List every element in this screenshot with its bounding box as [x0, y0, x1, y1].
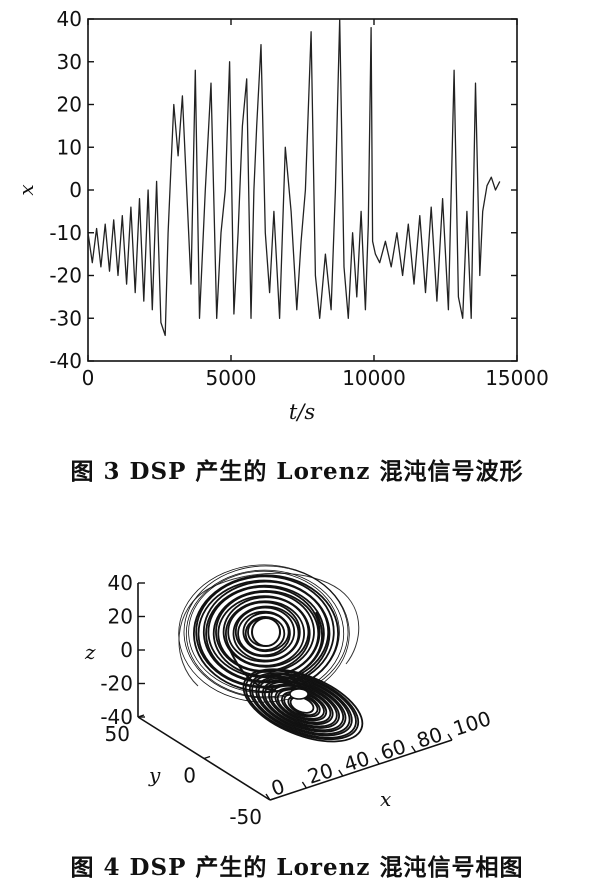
fig3-y-tick-label: 0: [69, 178, 82, 202]
fig3-series-line: [87, 18, 501, 337]
fig4-y-tick-mark: [203, 755, 211, 760]
fig4-upper-ring: [242, 611, 290, 653]
fig4-lower-ring: [261, 679, 345, 732]
fig4-y-tick-label: 0: [183, 764, 196, 788]
fig3-x-tick-label: 5000: [206, 366, 257, 390]
fig4-upper-hole: [251, 617, 282, 647]
fig4-z-tick-label: 0: [120, 638, 133, 662]
fig4-upper-ring: [244, 615, 286, 652]
fig3-y-axis-ticks: 40 30 20 10 0 -10 -20 -30 -40: [49, 7, 517, 373]
fig4-upper-ring: [202, 580, 330, 684]
fig4-lower-hole: [289, 688, 309, 700]
fig3-y-axis-label: x: [14, 184, 38, 195]
fig4-x-tick-mark: [338, 769, 344, 777]
fig4-y-axis-label: y: [148, 763, 161, 787]
fig4-lower-ring: [257, 677, 347, 733]
fig3-caption: 图 3 DSP 产生的 Lorenz 混沌信号波形: [70, 458, 524, 485]
fig4-z-tick-label: -40: [100, 705, 133, 729]
fig4-y-tick-mark: [137, 714, 145, 718]
fig3-y-tick-label: 40: [57, 7, 82, 31]
fig4-z-axis-ticks: 40 20 0 -20 -40: [100, 571, 145, 729]
fig4-lower-wing: [242, 668, 364, 743]
fig4-lower-ring: [251, 673, 353, 737]
fig4-x-tick-label: 20: [305, 758, 337, 789]
fig4-upper-ring: [188, 570, 340, 694]
fig4-z-axis-label: z: [84, 640, 96, 664]
fig4-upper-ring: [234, 606, 296, 658]
fig4-z-tick-label: 40: [108, 571, 133, 595]
fig4-x-tick-label: 40: [341, 746, 373, 777]
fig4-y-axis-ticks: 50 0 -50: [105, 714, 277, 829]
fig3-y-tick-label: 10: [57, 135, 82, 159]
fig4-lower-ring: [255, 675, 351, 735]
fig4-lower-ring: [244, 669, 360, 741]
fig4-upper-ring: [227, 601, 301, 663]
fig4-y-tick-label: 50: [105, 722, 130, 746]
fig4-x-axis-label: x: [380, 787, 391, 811]
fig4-x-axis-line: [269, 739, 453, 801]
fig3-y-tick-label: -40: [49, 349, 82, 373]
fig4-x-tick-mark: [301, 781, 307, 789]
fig4-y-tick-label: -50: [229, 805, 262, 829]
fig4-lower-ring: [268, 683, 338, 728]
fig3-x-axis-label: t/s: [289, 400, 316, 424]
fig4-x-tick-mark: [411, 745, 417, 753]
fig3-y-tick-label: 30: [57, 50, 82, 74]
fig4-x-tick-label: 0: [268, 774, 288, 801]
fig4-lower-ring: [264, 681, 340, 729]
fig3-x-tick-label: 10000: [342, 366, 406, 390]
fig3-waveform-chart: 0 5000 10000 15000 40 30 20 10 0 -10 -20 -30 -40 t/…: [14, 7, 549, 424]
fig4-upper-ring: [232, 605, 300, 662]
fig4-lower-ring: [274, 687, 332, 724]
fig3-y-tick-label: -20: [49, 264, 82, 288]
fig4-x-tick-label: 100: [450, 706, 494, 741]
fig3-x-axis-ticks: 0 5000 10000 15000: [82, 19, 549, 390]
fig3-x-tick-label: 0: [82, 366, 95, 390]
fig4-x-tick-mark: [447, 733, 453, 741]
fig4-connector-strands: [229, 611, 324, 691]
fig4-upper-ring: [197, 579, 331, 688]
fig4-upper-ring: [237, 610, 291, 657]
fig3-y-tick-label: 20: [57, 93, 82, 117]
fig4-x-tick-label: 60: [377, 734, 409, 765]
fig3-y-tick-label: -30: [49, 306, 82, 330]
fig3-y-tick-label: -10: [49, 221, 82, 245]
fig4-y-tick-mark: [269, 797, 277, 801]
fig4-upper-wing: [178, 564, 350, 703]
fig3-x-tick-label: 15000: [485, 366, 549, 390]
fig4-z-tick-label: -20: [100, 672, 133, 696]
fig4-upper-ring: [225, 600, 305, 667]
fig4-upper-ring: [222, 596, 310, 668]
fig4-z-tick-label: 20: [108, 605, 133, 629]
fig4-upper-ring: [178, 564, 350, 703]
fig4-lower-ring: [242, 668, 364, 743]
fig4-x-tick-mark: [265, 793, 271, 801]
fig4-caption: 图 4 DSP 产生的 Lorenz 混沌信号相图: [70, 854, 524, 881]
fig4-x-tick-label: 80: [414, 722, 446, 753]
fig4-lower-ring: [248, 672, 357, 739]
fig4-lorenz-attractor: [178, 564, 364, 743]
fig4-lower-ring: [270, 684, 334, 726]
fig4-x-tick-mark: [374, 757, 380, 765]
